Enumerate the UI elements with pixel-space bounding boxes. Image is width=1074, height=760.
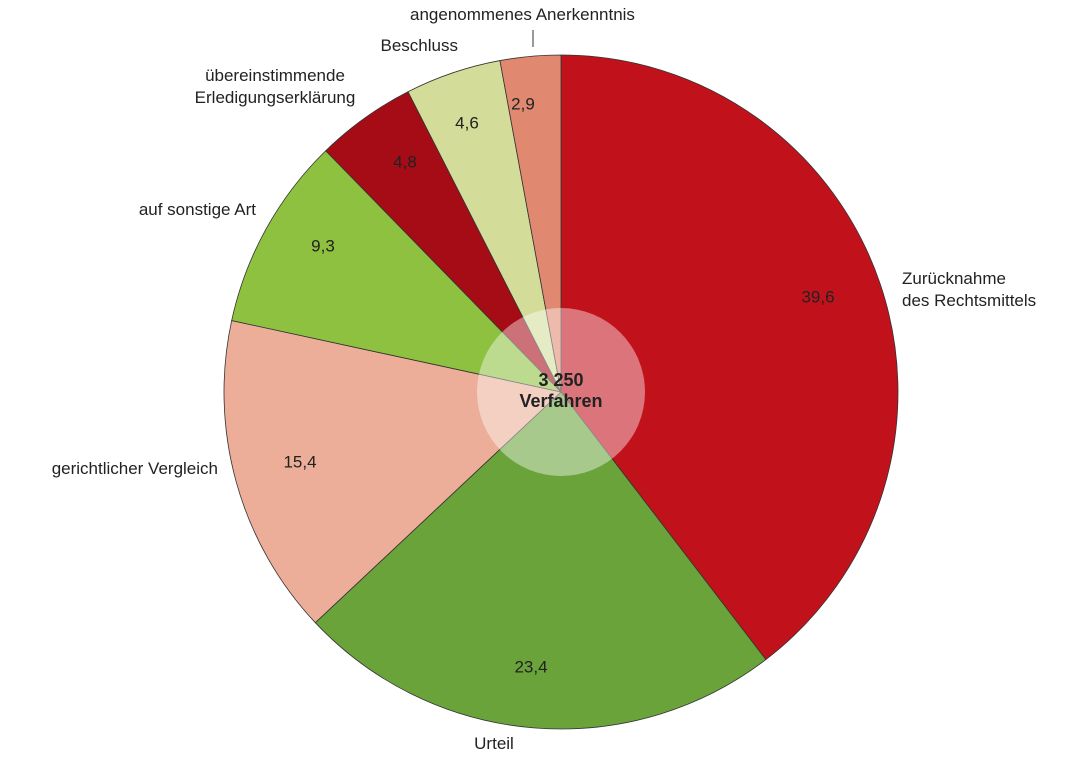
value-label: 2,9 <box>511 94 535 113</box>
category-label: Zurücknahme des Rechtsmittels <box>902 269 1036 310</box>
pie-slice <box>223 320 562 624</box>
pie-slice <box>314 391 767 730</box>
category-label: übereinstimmende Erledigungserklärung <box>195 66 356 107</box>
value-label: 9,3 <box>311 236 335 255</box>
category-label: Urteil <box>474 734 514 753</box>
center-text: 3 250 <box>538 370 583 390</box>
value-label: 23,4 <box>514 657 547 676</box>
value-label: 4,6 <box>455 113 479 132</box>
center-overlay <box>477 308 645 476</box>
category-label: auf sonstige Art <box>139 200 256 219</box>
pie-slice <box>560 54 899 661</box>
center-text: Verfahren <box>519 391 602 411</box>
category-line: Urteil <box>474 734 514 753</box>
value-label: 4,8 <box>393 152 417 171</box>
category-line: Beschluss <box>381 36 458 55</box>
category-line: gerichtlicher Vergleich <box>52 459 218 478</box>
category-line: übereinstimmende <box>205 66 345 85</box>
category-line: angenommenes Anerkenntnis <box>410 5 635 24</box>
category-label: Beschluss <box>381 36 458 55</box>
category-line: auf sonstige Art <box>139 200 256 219</box>
value-label: 39,6 <box>801 287 834 306</box>
category-line: Zurücknahme <box>902 269 1006 288</box>
pie-slice <box>499 54 562 393</box>
category-label: angenommenes Anerkenntnis <box>410 5 635 24</box>
value-label: 15,4 <box>283 452 316 471</box>
pie-slice <box>231 150 563 393</box>
category-label: gerichtlicher Vergleich <box>52 459 218 478</box>
category-line: Erledigungserklärung <box>195 88 356 107</box>
category-line: des Rechtsmittels <box>902 291 1036 310</box>
